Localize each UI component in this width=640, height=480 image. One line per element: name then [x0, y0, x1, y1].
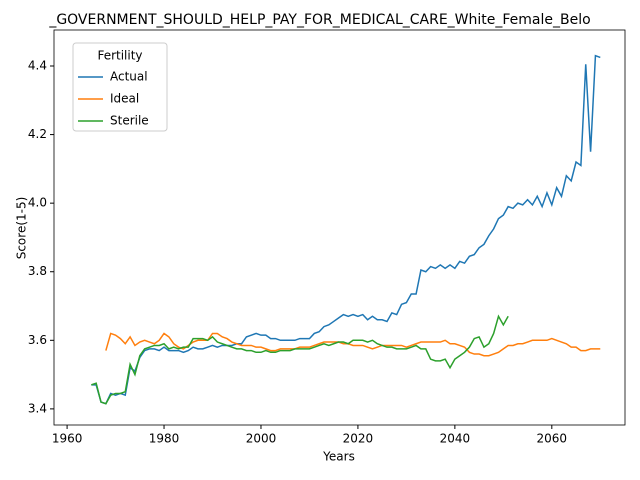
- x-tick-label: 2060: [537, 432, 568, 446]
- y-tick-label: 4.2: [28, 127, 47, 141]
- y-tick-label: 4.0: [28, 196, 47, 210]
- legend-title: Fertility: [97, 49, 142, 63]
- series-line: [91, 54, 601, 405]
- x-tick-label: 2040: [440, 432, 471, 446]
- plot-frame: [53, 29, 626, 426]
- y-tick-label: 3.6: [28, 333, 47, 347]
- chart-title: _GOVERNMENT_SHOULD_HELP_PAY_FOR_MEDICAL_…: [48, 12, 590, 28]
- y-tick-label: 3.4: [28, 401, 47, 415]
- legend-label: Actual: [110, 70, 148, 84]
- y-axis-label: Score(1-5): [15, 197, 29, 260]
- x-tick-label: 2000: [246, 432, 277, 446]
- series-line: [91, 314, 509, 405]
- x-tick-label: 1960: [52, 432, 83, 446]
- y-tick-label: 3.8: [28, 264, 47, 278]
- series-line: [105, 332, 601, 357]
- y-tick-label: 4.4: [28, 59, 47, 73]
- legend-label: Ideal: [110, 92, 139, 106]
- legend-frame: [72, 42, 168, 132]
- legend-label: Sterile: [110, 114, 149, 128]
- x-tick-label: 2020: [343, 432, 374, 446]
- x-tick-label: 1980: [149, 432, 180, 446]
- x-axis-label: Years: [322, 450, 355, 464]
